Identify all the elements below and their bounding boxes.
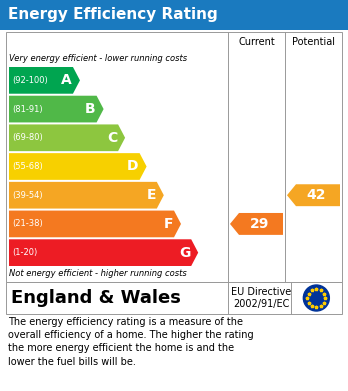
Text: Potential: Potential xyxy=(292,37,335,47)
Polygon shape xyxy=(9,153,147,180)
Text: The energy efficiency rating is a measure of the
overall efficiency of a home. T: The energy efficiency rating is a measur… xyxy=(8,317,254,367)
Text: A: A xyxy=(61,74,72,87)
Polygon shape xyxy=(9,182,164,208)
Text: (69-80): (69-80) xyxy=(12,133,43,142)
Polygon shape xyxy=(230,213,283,235)
Bar xyxy=(6,32,342,282)
Polygon shape xyxy=(287,184,340,206)
Text: E: E xyxy=(146,188,156,202)
Bar xyxy=(0,0,348,30)
Text: (21-38): (21-38) xyxy=(12,219,43,228)
Text: 29: 29 xyxy=(250,217,269,231)
Bar xyxy=(6,282,342,314)
Polygon shape xyxy=(9,96,104,122)
Text: (81-91): (81-91) xyxy=(12,104,42,113)
Text: EU Directive
2002/91/EC: EU Directive 2002/91/EC xyxy=(231,287,292,309)
Text: (1-20): (1-20) xyxy=(12,248,37,257)
Text: D: D xyxy=(127,160,139,174)
Text: (39-54): (39-54) xyxy=(12,191,42,200)
Text: F: F xyxy=(164,217,173,231)
Polygon shape xyxy=(9,211,181,237)
Text: B: B xyxy=(85,102,96,116)
Text: (92-100): (92-100) xyxy=(12,76,48,85)
Circle shape xyxy=(303,285,329,311)
Text: G: G xyxy=(179,246,190,260)
Text: C: C xyxy=(107,131,117,145)
Text: (55-68): (55-68) xyxy=(12,162,43,171)
Polygon shape xyxy=(9,67,80,94)
Polygon shape xyxy=(9,239,198,266)
Text: Energy Efficiency Rating: Energy Efficiency Rating xyxy=(8,7,218,23)
Text: England & Wales: England & Wales xyxy=(11,289,181,307)
Text: Current: Current xyxy=(238,37,275,47)
Text: 42: 42 xyxy=(307,188,326,202)
Polygon shape xyxy=(9,124,125,151)
Text: Not energy efficient - higher running costs: Not energy efficient - higher running co… xyxy=(9,269,187,278)
Text: Very energy efficient - lower running costs: Very energy efficient - lower running co… xyxy=(9,54,187,63)
